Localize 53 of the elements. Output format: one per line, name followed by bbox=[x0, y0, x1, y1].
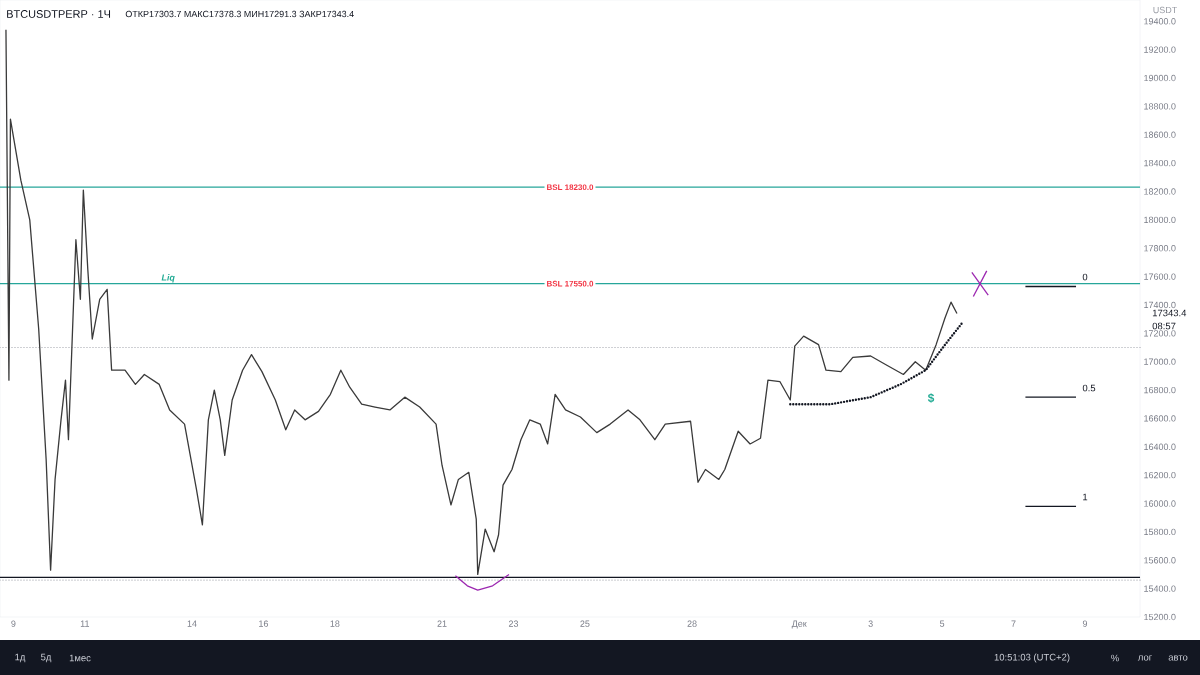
text: авто bbox=[1168, 655, 1188, 661]
x-tick-label: 14 bbox=[187, 620, 197, 627]
y-tick-label: 15200.0 bbox=[1144, 613, 1176, 621]
x-tick-label: 21 bbox=[437, 620, 447, 627]
x-tick-label: 23 bbox=[508, 620, 519, 627]
x-tick-label: 9 bbox=[11, 620, 16, 627]
y-tick-label: 17800.0 bbox=[1144, 245, 1176, 252]
y-tick-label: 18000.0 bbox=[1144, 216, 1176, 224]
text: % bbox=[1111, 654, 1119, 662]
text: 1д bbox=[15, 653, 26, 663]
y-tick-label: 16000.0 bbox=[1144, 500, 1176, 507]
x-tick-label: Дек bbox=[791, 620, 807, 629]
annotation: 0.5 bbox=[1082, 384, 1096, 392]
text: лог bbox=[1137, 655, 1152, 661]
annotation: Liq bbox=[161, 274, 175, 283]
y-tick-label: 17600.0 bbox=[1144, 273, 1176, 280]
y-tick-label: 18800.0 bbox=[1144, 103, 1176, 110]
x-tick-label: 18 bbox=[330, 620, 340, 627]
x-tick-label: 11 bbox=[80, 620, 90, 627]
text: ОТКР17303.7 МАКС17378.3 МИН17291.3 ЗАКР17343.4 bbox=[125, 10, 354, 18]
y-tick-label: 15800.0 bbox=[1144, 528, 1176, 536]
y-tick-label: 16800.0 bbox=[1144, 386, 1176, 394]
x-tick-label: 3 bbox=[868, 620, 873, 627]
y-tick-label: 19400.0 bbox=[1144, 18, 1176, 25]
text: 1мес bbox=[69, 654, 91, 662]
y-tick-label: 18400.0 bbox=[1144, 159, 1176, 167]
x-tick-label: 5 bbox=[939, 620, 945, 627]
y-axis-title: USDT bbox=[1153, 6, 1177, 14]
text: BTCUSDTPERP · 1Ч bbox=[7, 10, 111, 18]
y-tick-label: 16400.0 bbox=[1144, 443, 1176, 450]
y-tick-label: 18200.0 bbox=[1144, 188, 1176, 195]
y-tick-label: 19200.0 bbox=[1144, 46, 1176, 53]
x-tick-label: 16 bbox=[259, 620, 269, 627]
x-tick-label: 25 bbox=[580, 620, 590, 627]
y-tick-label: 17400.0 bbox=[1144, 301, 1176, 309]
text: 5д bbox=[40, 653, 52, 663]
y-tick-label: 16200.0 bbox=[1144, 471, 1176, 479]
y-tick-label: 15400.0 bbox=[1144, 585, 1176, 592]
y-tick-label: 17200.0 bbox=[1144, 330, 1176, 337]
annotation: 1 bbox=[1083, 493, 1088, 501]
x-tick-label: 28 bbox=[687, 620, 697, 627]
text: 17343.4 bbox=[1152, 309, 1187, 317]
text: 10:51:03 (UTC+2) bbox=[994, 653, 1070, 663]
y-tick-label: 16600.0 bbox=[1144, 415, 1176, 422]
y-tick-label: 19000.0 bbox=[1144, 74, 1176, 82]
annotation: $ bbox=[927, 393, 935, 403]
y-tick-label: 15600.0 bbox=[1144, 557, 1176, 564]
text: 08:57 bbox=[1152, 322, 1176, 330]
y-tick-label: 18600.0 bbox=[1144, 131, 1176, 138]
x-tick-label: 9 bbox=[1082, 620, 1088, 627]
x-tick-label: 7 bbox=[1011, 620, 1016, 627]
annotation: 0 bbox=[1082, 273, 1088, 281]
y-tick-label: 17000.0 bbox=[1144, 358, 1176, 365]
